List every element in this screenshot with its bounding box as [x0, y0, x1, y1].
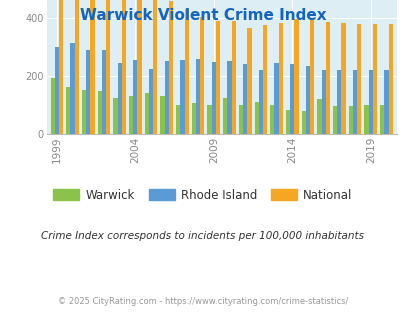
Bar — [379, 105, 384, 134]
Bar — [86, 50, 90, 134]
Bar — [191, 103, 196, 134]
Bar — [364, 105, 368, 134]
Bar — [238, 105, 243, 134]
Bar — [55, 47, 59, 134]
Bar — [352, 70, 356, 134]
Bar — [180, 60, 184, 134]
Bar — [160, 96, 164, 134]
Text: Crime Index corresponds to incidents per 100,000 inhabitants: Crime Index corresponds to incidents per… — [41, 231, 364, 241]
Bar — [262, 25, 266, 134]
Bar — [90, 0, 94, 134]
Bar — [129, 96, 133, 134]
Bar — [168, 1, 173, 134]
Bar — [274, 63, 278, 134]
Bar — [59, 0, 63, 134]
Bar — [215, 21, 220, 134]
Bar — [184, 10, 188, 134]
Bar — [144, 93, 149, 134]
Bar — [243, 64, 247, 134]
Bar — [227, 61, 231, 134]
Bar — [372, 24, 376, 134]
Legend: Warwick, Rhode Island, National: Warwick, Rhode Island, National — [49, 184, 356, 207]
Bar — [66, 87, 70, 134]
Bar — [278, 23, 282, 134]
Bar — [207, 105, 211, 134]
Bar — [122, 0, 126, 134]
Bar — [82, 90, 86, 134]
Bar — [348, 106, 352, 134]
Bar — [211, 62, 215, 134]
Bar — [356, 24, 360, 134]
Bar — [50, 78, 55, 134]
Bar — [231, 21, 235, 134]
Bar — [258, 70, 262, 134]
Bar — [388, 24, 392, 134]
Bar — [317, 99, 321, 134]
Text: Warwick Violent Crime Index: Warwick Violent Crime Index — [79, 8, 326, 23]
Bar — [196, 59, 200, 134]
Bar — [223, 98, 227, 134]
Text: © 2025 CityRating.com - https://www.cityrating.com/crime-statistics/: © 2025 CityRating.com - https://www.city… — [58, 297, 347, 306]
Bar — [341, 23, 345, 134]
Bar — [200, 17, 204, 134]
Bar — [305, 66, 309, 134]
Bar — [102, 50, 106, 134]
Bar — [321, 70, 325, 134]
Bar — [176, 105, 180, 134]
Bar — [97, 91, 102, 134]
Bar — [106, 0, 110, 134]
Bar — [285, 110, 290, 134]
Bar — [137, 0, 141, 134]
Bar — [294, 19, 298, 134]
Bar — [337, 70, 341, 134]
Bar — [75, 0, 79, 134]
Bar — [384, 70, 388, 134]
Bar — [290, 64, 294, 134]
Bar — [301, 111, 305, 134]
Bar — [149, 69, 153, 134]
Bar — [325, 22, 329, 134]
Bar — [368, 70, 372, 134]
Bar — [247, 28, 251, 134]
Bar — [117, 63, 121, 134]
Bar — [113, 98, 117, 134]
Bar — [254, 102, 258, 134]
Bar — [270, 105, 274, 134]
Bar — [332, 106, 337, 134]
Bar — [309, 19, 313, 134]
Bar — [164, 61, 168, 134]
Bar — [153, 0, 157, 134]
Bar — [133, 60, 137, 134]
Bar — [70, 43, 75, 134]
